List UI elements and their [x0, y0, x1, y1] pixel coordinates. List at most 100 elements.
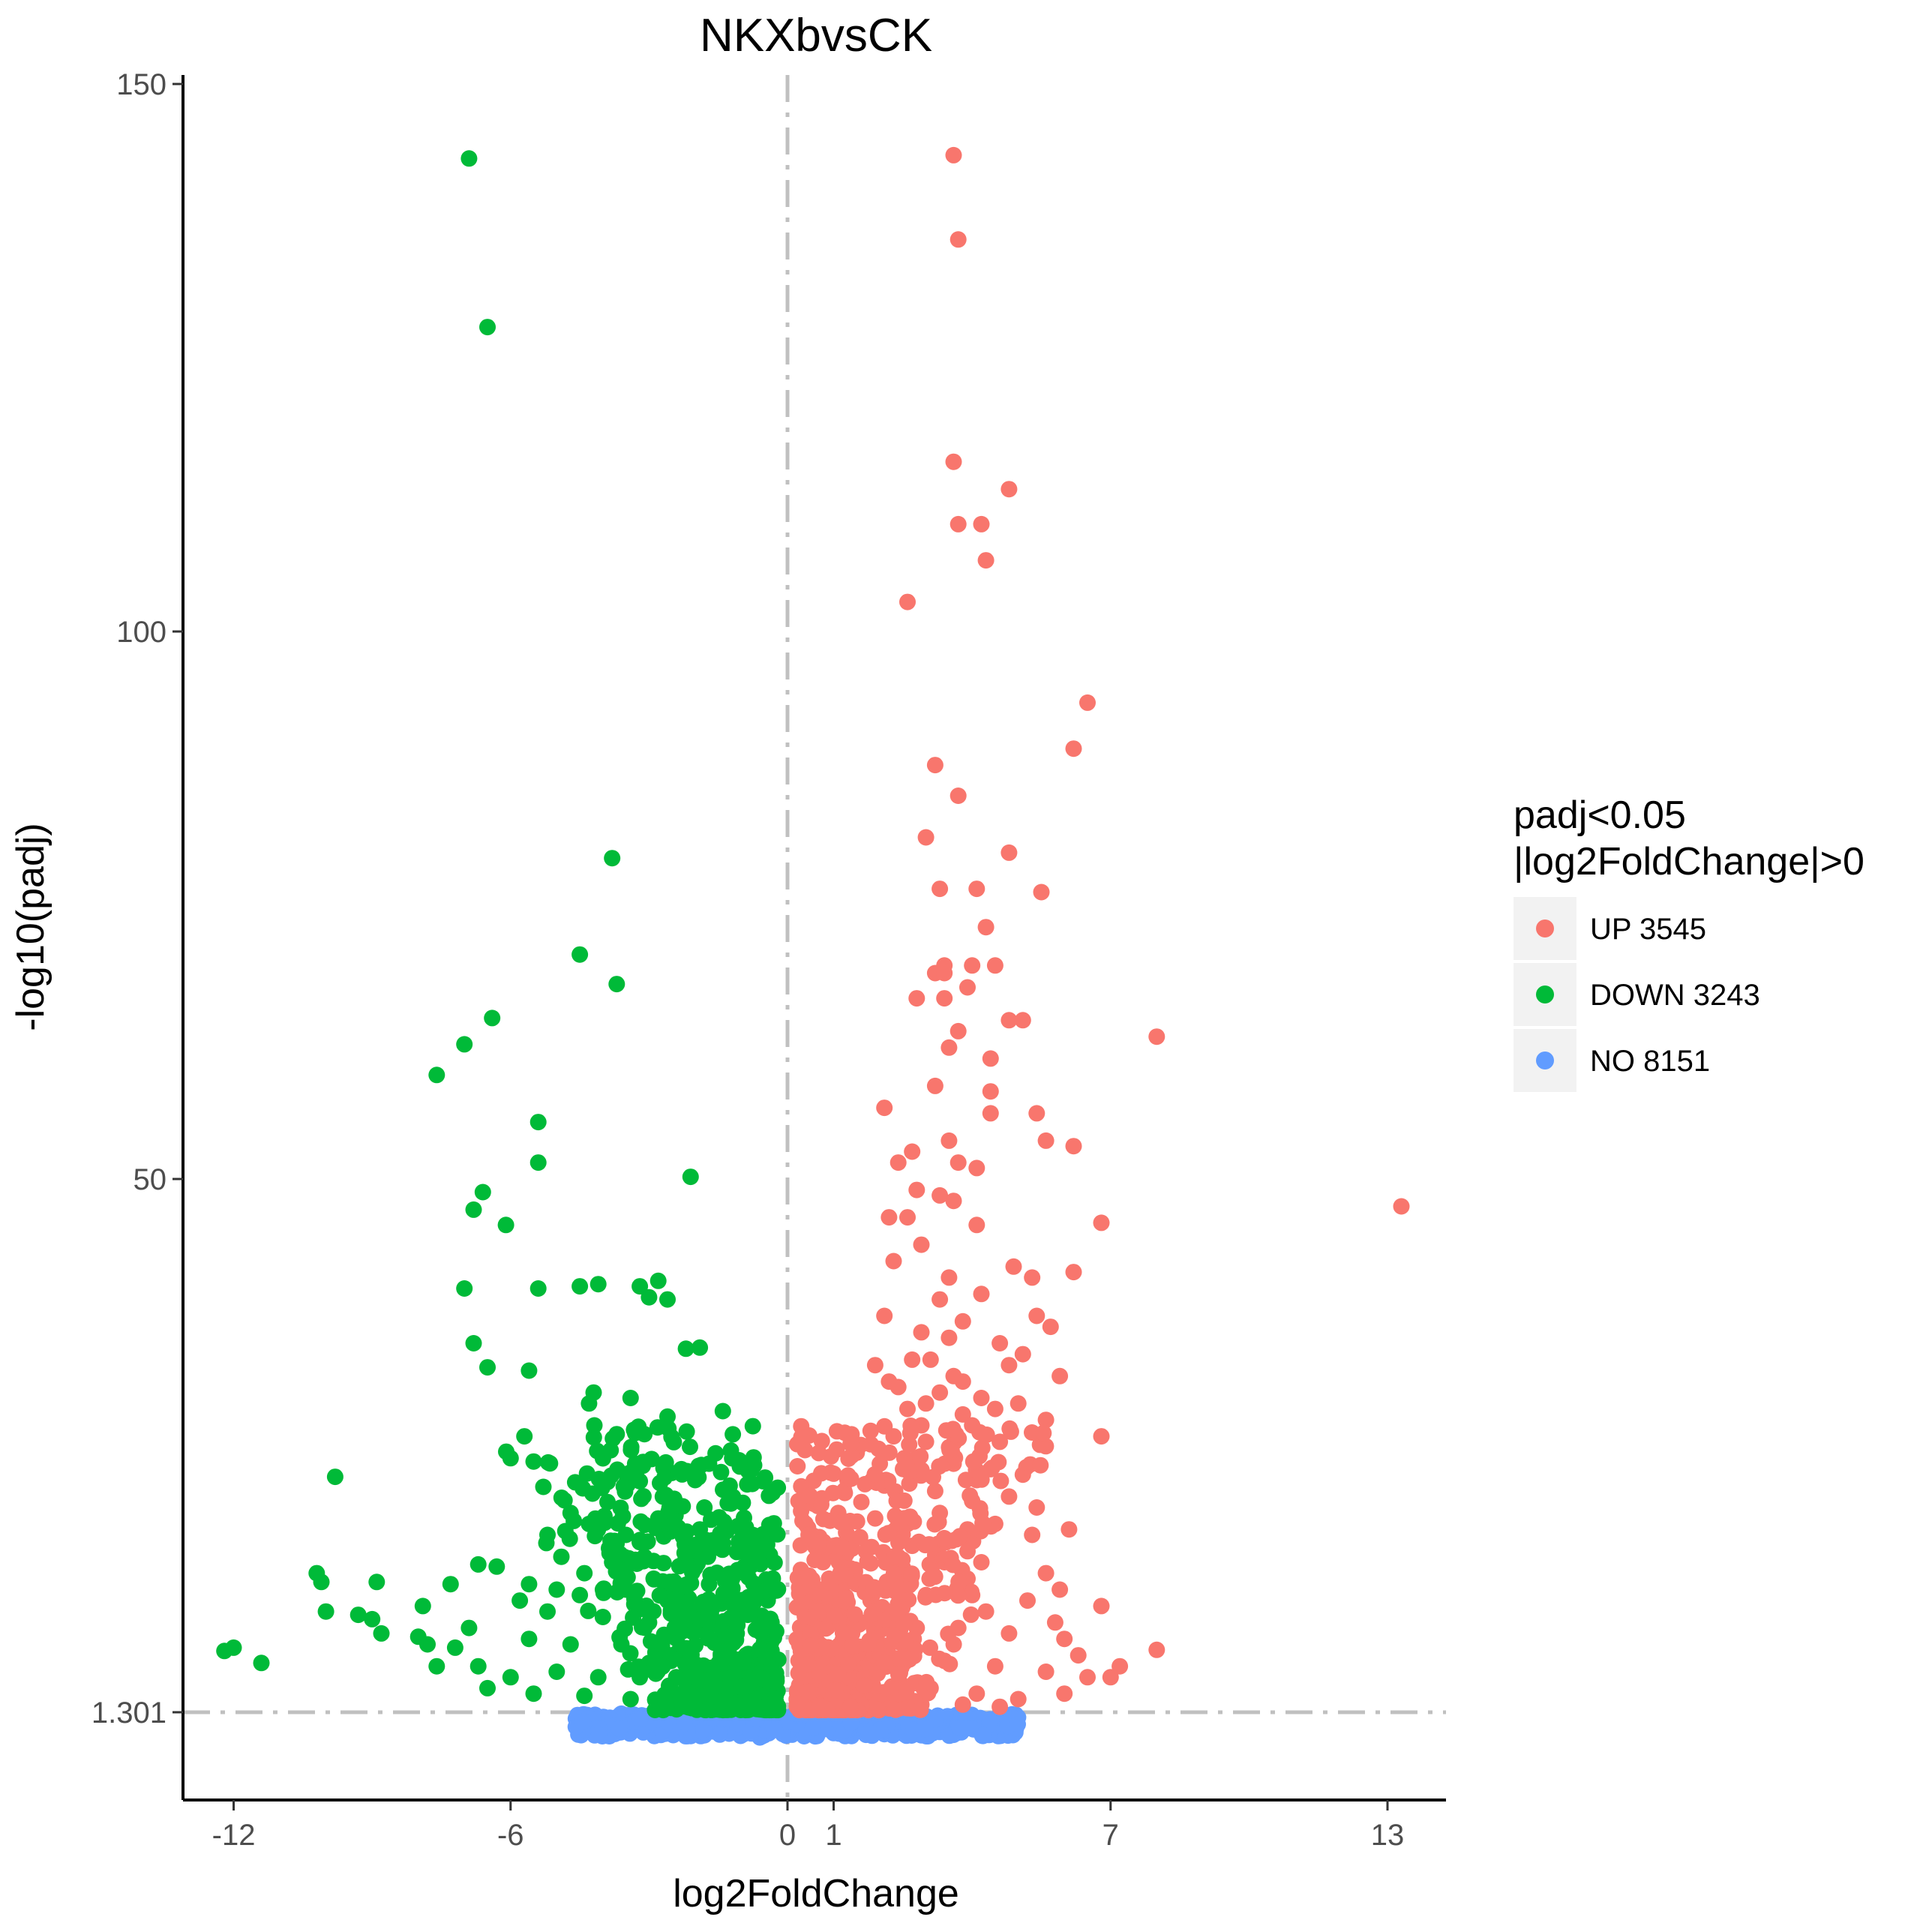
data-point: [713, 1693, 730, 1710]
data-point: [691, 1535, 707, 1552]
data-point: [1037, 1564, 1054, 1582]
data-point: [964, 1453, 982, 1470]
data-point: [862, 1436, 880, 1453]
data-point: [479, 1359, 496, 1376]
data-point: [973, 1390, 990, 1406]
data-point: [498, 1443, 514, 1460]
data-point: [890, 1154, 907, 1172]
data-point: [945, 453, 962, 470]
x-tick-label: 1: [825, 1819, 842, 1852]
data-point: [896, 1492, 913, 1509]
legend-label-down: DOWN 3243: [1590, 979, 1760, 1012]
data-point: [682, 1574, 700, 1592]
data-point: [594, 1609, 611, 1625]
data-point: [789, 1436, 806, 1453]
data-point: [917, 1395, 934, 1412]
data-point: [920, 1536, 938, 1553]
data-point: [936, 1529, 952, 1546]
data-point: [460, 1619, 478, 1636]
data-point: [535, 1478, 552, 1496]
data-point: [674, 1600, 691, 1618]
data-point: [838, 1590, 855, 1607]
data-point: [622, 1438, 640, 1456]
data-point: [990, 1454, 1007, 1471]
data-point: [721, 1565, 738, 1582]
data-point: [812, 1698, 829, 1714]
data-point: [941, 1442, 958, 1459]
data-point: [630, 1418, 647, 1436]
data-point: [866, 1357, 884, 1374]
data-point: [646, 1653, 663, 1670]
data-point: [548, 1664, 566, 1680]
data-point: [572, 946, 589, 963]
x-axis-title: log2FoldChange: [673, 1872, 959, 1916]
data-point: [722, 1495, 740, 1512]
data-point: [653, 1636, 670, 1653]
data-point: [912, 1448, 929, 1465]
data-point: [674, 1696, 692, 1714]
data-point: [693, 1456, 710, 1474]
data-point: [1052, 1581, 1069, 1598]
data-point: [950, 515, 967, 532]
data-point: [553, 1490, 570, 1506]
data-point: [904, 1143, 921, 1160]
data-point: [572, 1278, 589, 1295]
data-point: [950, 1573, 968, 1590]
data-point: [1000, 481, 1018, 498]
data-point: [973, 515, 990, 532]
data-point: [645, 1552, 662, 1570]
data-point: [962, 1487, 979, 1504]
data-point: [800, 1567, 818, 1584]
data-point: [748, 1586, 765, 1604]
data-point: [926, 1568, 944, 1586]
data-point: [622, 1690, 639, 1708]
data-point: [711, 1726, 728, 1743]
data-point: [876, 1100, 893, 1117]
data-point: [739, 1476, 756, 1493]
data-point: [865, 1725, 881, 1742]
x-tick-label: 13: [1371, 1819, 1405, 1852]
data-point: [862, 1422, 879, 1439]
data-point: [664, 1516, 682, 1534]
data-point: [926, 1077, 944, 1094]
data-point: [1102, 1669, 1119, 1686]
data-point: [460, 150, 478, 167]
data-point: [707, 1444, 724, 1462]
data-point: [951, 1528, 968, 1545]
data-point: [574, 1713, 592, 1730]
data-point: [764, 1484, 782, 1502]
data-point: [876, 1307, 893, 1324]
data-point: [682, 1438, 698, 1456]
data-point: [679, 1462, 696, 1480]
data-point: [553, 1548, 570, 1565]
data-point: [735, 1650, 752, 1667]
data-point: [479, 1679, 496, 1696]
data-point: [676, 1714, 693, 1730]
data-point: [596, 1580, 612, 1598]
data-point: [950, 1154, 967, 1172]
data-point: [1032, 1456, 1049, 1474]
data-point: [916, 1720, 934, 1738]
data-point: [428, 1066, 446, 1084]
data-point: [606, 1532, 623, 1550]
data-point: [940, 1132, 958, 1149]
data-point: [1079, 694, 1096, 711]
data-point: [904, 1351, 921, 1368]
data-point: [714, 1402, 731, 1420]
data-point: [974, 1726, 992, 1744]
data-point: [936, 990, 953, 1007]
data-point: [590, 1521, 607, 1538]
data-point: [992, 1335, 1009, 1352]
data-point: [880, 1209, 898, 1226]
data-point: [802, 1625, 820, 1642]
data-point: [632, 1711, 649, 1727]
data-point: [1060, 1521, 1078, 1538]
data-point: [1037, 1664, 1054, 1680]
data-point: [677, 1340, 694, 1358]
x-axis-ticks: -12 -6 0 1 7 13: [212, 1800, 1405, 1852]
data-point: [968, 1216, 986, 1234]
data-point: [1028, 1307, 1046, 1324]
data-point: [859, 1552, 876, 1570]
data-point: [663, 1429, 680, 1445]
